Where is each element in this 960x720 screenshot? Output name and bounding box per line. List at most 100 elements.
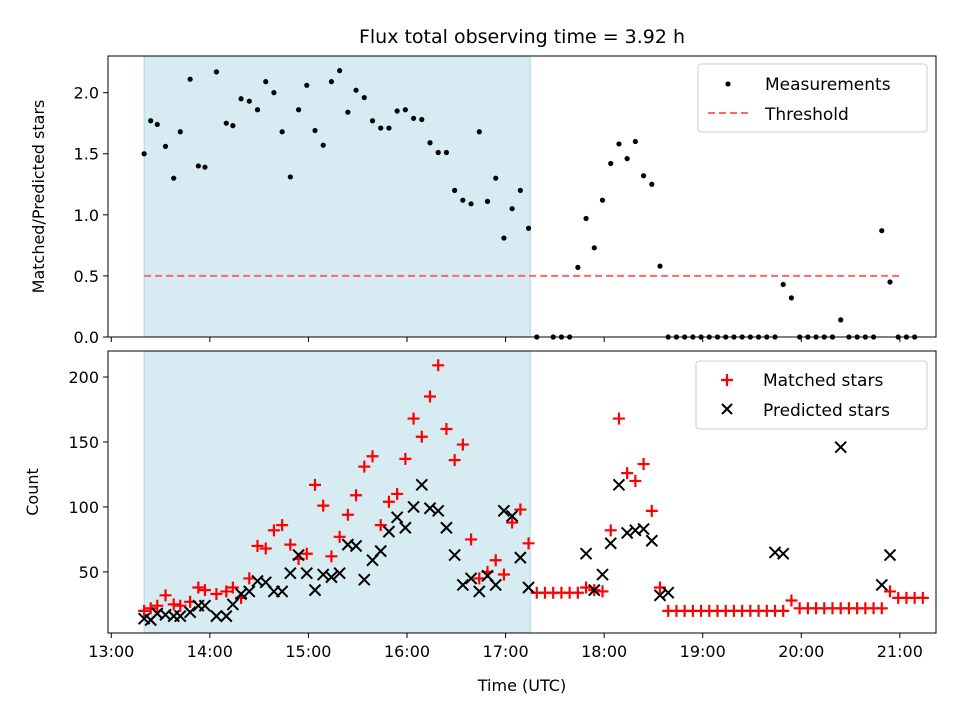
matched-star-point xyxy=(407,412,420,425)
measurement-point xyxy=(443,149,450,156)
measurement-point xyxy=(320,142,326,148)
measurement-point xyxy=(608,160,614,167)
measurement-point xyxy=(493,175,499,181)
x-tick-label: 19:00 xyxy=(680,642,726,661)
matched-star-point xyxy=(341,508,354,521)
predicted-star-point xyxy=(489,578,502,592)
legend-measurements-label: Measurements xyxy=(765,75,891,95)
predicted-star-point xyxy=(423,502,437,515)
measurement-point xyxy=(148,118,154,124)
matched-star-point xyxy=(284,538,297,551)
measurement-point xyxy=(788,295,795,301)
predicted-star-point xyxy=(440,521,453,534)
predicted-star-point xyxy=(620,526,634,540)
matched-star-point xyxy=(637,458,650,471)
matched-star-point xyxy=(309,478,321,491)
measurement-point xyxy=(213,69,220,75)
measurement-point xyxy=(254,107,261,113)
predicted-star-point xyxy=(653,589,667,602)
top-legend-box xyxy=(697,63,928,133)
predicted-star-point xyxy=(234,587,248,601)
y-tick-label: 0.5 xyxy=(74,267,99,286)
predicted-star-point xyxy=(834,440,847,454)
predicted-star-point xyxy=(875,578,888,592)
measurement-point xyxy=(394,108,400,114)
predicted-star-point xyxy=(210,609,223,623)
predicted-star-point xyxy=(612,478,626,492)
top-y-axis-label: Matched/Predicted stars xyxy=(29,100,48,294)
predicted-star-point xyxy=(514,551,527,564)
matched-star-point xyxy=(456,438,469,451)
measurement-point xyxy=(141,151,147,157)
predicted-star-point xyxy=(522,581,535,594)
predicted-star-point xyxy=(183,605,197,619)
measurement-point xyxy=(591,245,597,251)
measurement-point xyxy=(328,79,335,85)
matched-star-point xyxy=(243,572,256,585)
y-tick-label: 150 xyxy=(68,433,99,452)
legend-predicted-marker xyxy=(721,403,733,415)
x-tick-label: 14:00 xyxy=(187,642,233,661)
matched-star-point xyxy=(350,489,363,502)
matched-star-point xyxy=(916,591,929,604)
predicted-star-point xyxy=(174,609,187,623)
matched-star-point xyxy=(226,581,239,594)
matched-star-point xyxy=(174,599,187,612)
matched-star-point xyxy=(366,450,379,463)
predicted-star-point xyxy=(777,547,790,560)
measurement-point xyxy=(575,264,581,270)
matched-star-point xyxy=(506,516,519,529)
measurement-point xyxy=(452,187,458,193)
bottom-y-ticks: 50 100 150 200 xyxy=(68,368,108,582)
matched-star-point xyxy=(489,554,502,567)
measurement-point xyxy=(177,129,183,135)
y-tick-label: 1.5 xyxy=(74,145,99,164)
measurement-point xyxy=(345,109,351,115)
measurement-point xyxy=(361,94,367,101)
measurement-point xyxy=(162,143,169,150)
x-tick-label: 18:00 xyxy=(581,642,627,661)
y-tick-label: 2.0 xyxy=(74,84,99,103)
matched-star-point xyxy=(374,519,387,532)
predicted-star-point xyxy=(604,537,617,550)
x-tick-label: 21:00 xyxy=(877,642,923,661)
measurement-point xyxy=(657,263,663,269)
predicted-star-point xyxy=(448,548,461,562)
predicted-star-point xyxy=(374,544,387,558)
measurement-point xyxy=(187,76,193,82)
measurement-point xyxy=(263,79,269,85)
predicted-star-point xyxy=(432,504,445,518)
matched-star-point xyxy=(138,604,151,617)
predicted-star-point xyxy=(292,548,305,562)
top-panel: 0.00.51.01.52.0 Matched/Predicted stars … xyxy=(29,55,937,347)
measurement-point xyxy=(271,90,277,96)
y-tick-label: 100 xyxy=(68,498,99,517)
matched-star-point xyxy=(473,572,486,585)
matched-star-point xyxy=(300,547,313,560)
measurement-point xyxy=(195,163,201,169)
measurement-point xyxy=(287,174,293,180)
matched-star-point xyxy=(785,594,798,607)
measurement-point xyxy=(780,281,786,288)
top-axes-frame xyxy=(107,55,937,338)
matched-star-point xyxy=(220,585,233,598)
measurement-point xyxy=(460,197,466,203)
x-tick-label: 15:00 xyxy=(285,642,331,661)
matched-star-point xyxy=(259,542,272,555)
measurement-point xyxy=(599,197,606,203)
measurement-point xyxy=(378,125,384,131)
measurement-point xyxy=(337,68,343,74)
bottom-x-ticks: 13:00 14:00 15:00 16:00 17:00 18:00 19:00 20:00… xyxy=(88,633,923,661)
measurement-point xyxy=(887,279,893,285)
bottom-legend: Matched stars Predicted stars xyxy=(695,360,928,430)
x-tick-label: 16:00 xyxy=(384,642,430,661)
measurement-point xyxy=(353,87,359,93)
predicted-star-point xyxy=(399,521,412,534)
legend-matched-label: Matched stars xyxy=(763,371,883,391)
x-axis-label: Time (UTC) xyxy=(477,676,566,695)
matched-star-point xyxy=(144,602,157,615)
matched-star-point xyxy=(210,588,223,601)
bottom-y-axis-label: Count xyxy=(23,468,42,516)
predicted-star-point xyxy=(505,509,519,523)
